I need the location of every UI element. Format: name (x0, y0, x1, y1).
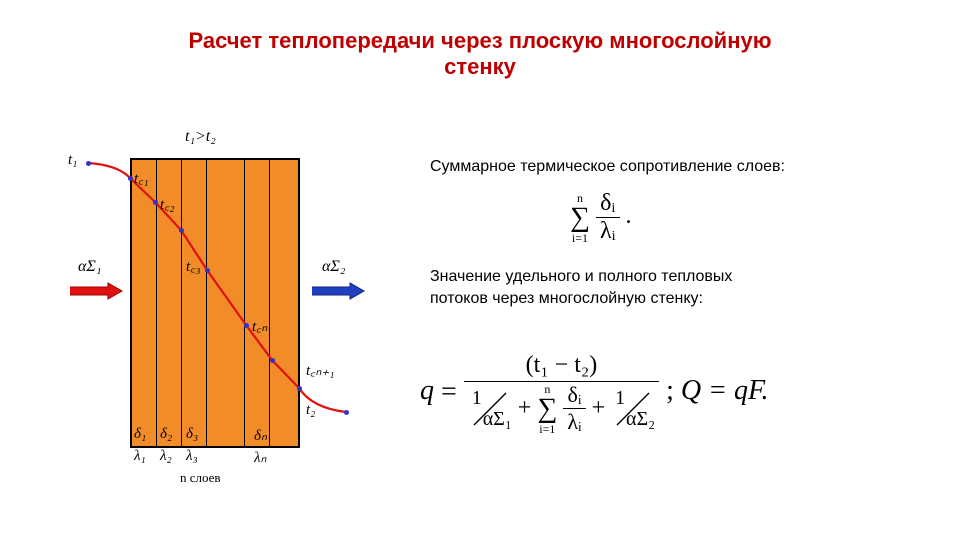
dot-tcn1 (297, 386, 302, 391)
dot-tc2 (153, 200, 158, 205)
label-tcn: t꜀ₙ (252, 316, 267, 336)
wall-diagram: t₁>t₂ αΣ₁ αΣ₂ t₁ t꜀₁ t꜀₂ t꜀₃ t꜀ₙ t꜀ₙ₊₁ t… (50, 130, 390, 500)
label-l1: λ₁ (134, 448, 146, 465)
label-t1: t₁ (68, 152, 77, 169)
title-line1: Расчет теплопередачи через плоскую много… (188, 28, 771, 53)
dot-t2 (344, 410, 349, 415)
dot-tcn (270, 358, 275, 363)
frac-delta-lambda: δᵢ λᵢ (596, 190, 620, 245)
sym-q: q (420, 375, 434, 406)
dot-tc1 (128, 176, 133, 181)
frac-main-den: 1 αΣ₁ + n ∑ i=1 δᵢ λᵢ + 1 αΣ₂ (464, 382, 659, 435)
label-ln: λₙ (254, 448, 266, 467)
dot-tc4 (205, 268, 210, 273)
label-t2: t₂ (306, 402, 315, 419)
label-tc3: t꜀₃ (186, 256, 201, 276)
page-title: Расчет теплопередачи через плоскую много… (0, 28, 960, 81)
label-dn: δₙ (254, 426, 267, 445)
formula-period: . (626, 203, 632, 229)
label-d2: δ₂ (160, 426, 172, 443)
label-l2: λ₂ (160, 448, 172, 465)
sym-eq: = (441, 377, 457, 408)
text-flux-line2: потоков через многослойную стенку: (430, 290, 703, 308)
label-d1: δ₁ (134, 426, 146, 443)
sigma-icon: n ∑ i=1 (570, 192, 590, 244)
dot-tcn-1 (244, 323, 249, 328)
label-tc2: t꜀₂ (160, 194, 175, 214)
semicolon: ; (666, 375, 681, 406)
temperature-curve (50, 130, 390, 500)
frac-delta-lambda-2: δᵢ λᵢ (563, 382, 585, 435)
formula-q: q = (t₁ − t₂) 1 αΣ₁ + n ∑ i=1 δᵢ λᵢ + 1 (420, 350, 769, 435)
dot-t1 (86, 161, 91, 166)
label-l3: λ₃ (186, 448, 198, 465)
sigma-icon-2: n ∑ i=1 (537, 383, 557, 435)
text-resistance: Суммарное термическое сопротивление слое… (430, 158, 785, 176)
slash-1-alpha2: 1 αΣ₂ (611, 387, 655, 431)
label-tcn1: t꜀ₙ₊₁ (306, 360, 334, 380)
frac-main-num: (t₁ − t₂) (464, 350, 659, 382)
title-line2: стенку (444, 54, 516, 79)
slash-1-alpha1: 1 αΣ₁ (468, 387, 512, 431)
label-d3: δ₃ (186, 426, 198, 443)
formula-Q: Q = qF. (681, 375, 769, 406)
dot-tc3 (179, 228, 184, 233)
label-nlayers: n слоев (180, 470, 221, 486)
text-flux-line1: Значение удельного и полного тепловых (430, 268, 732, 286)
formula-sum-resistance: n ∑ i=1 δᵢ λᵢ . (570, 190, 632, 245)
frac-main: (t₁ − t₂) 1 αΣ₁ + n ∑ i=1 δᵢ λᵢ + 1 αΣ₂ (464, 350, 659, 435)
label-tc1: t꜀₁ (134, 168, 149, 188)
